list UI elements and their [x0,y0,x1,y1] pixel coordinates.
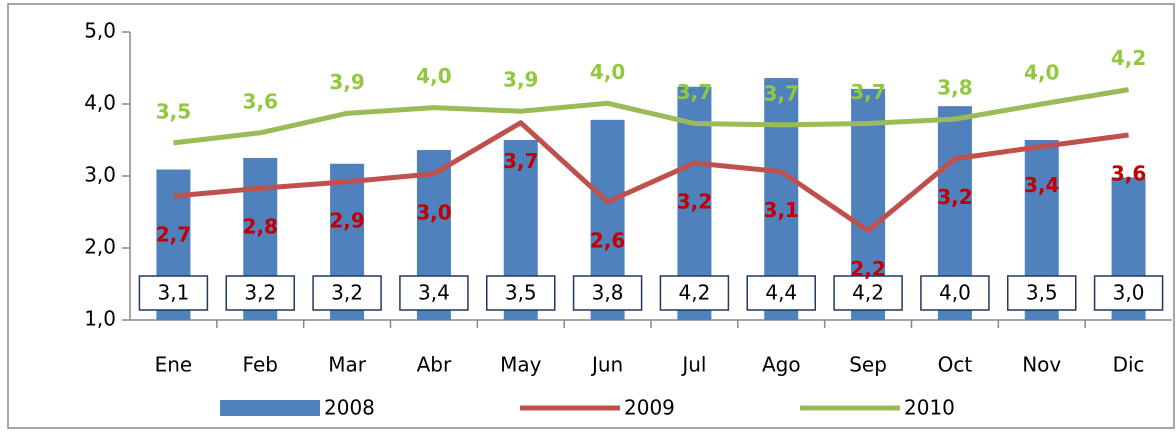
value-label-box [312,275,382,311]
value-label: 4,0 [590,60,625,84]
value-label-box [486,275,556,311]
x-tick-label: Ene [155,353,193,377]
x-tick-label: Feb [243,353,278,377]
x-tick-label: Abr [417,353,452,377]
x-tick-label: Jun [590,353,623,377]
y-tick-label: 4,0 [84,91,116,115]
value-label-box [138,275,209,311]
value-label: 2,2 [850,257,885,281]
value-label-box [833,275,903,311]
value-label: 4,2 [1111,46,1146,70]
y-tick-label: 1,0 [84,307,116,331]
line [173,87,1129,146]
value-label: 4,2 [679,281,711,305]
x-tick-label: Mar [328,353,367,377]
legend-swatch [220,400,320,416]
value-label: 3,2 [937,185,972,209]
value-label: 2,8 [243,215,278,239]
value-label: 3,8 [592,281,624,305]
value-label: 3,5 [505,281,537,305]
value-label: 4,0 [416,64,451,88]
value-label: 4,0 [1024,61,1059,85]
value-label: 3,0 [416,200,451,224]
value-label-box [659,275,730,311]
x-tick-label: Jul [680,353,706,377]
value-label: 3,9 [329,70,364,94]
y-tick-label: 3,0 [84,163,116,187]
value-label: 3,2 [677,190,712,214]
value-label: 4,4 [765,281,797,305]
x-tick-label: Oct [938,353,973,377]
value-label: 3,0 [1113,281,1145,305]
value-label-box [1093,275,1164,311]
value-label: 3,8 [937,76,972,100]
value-label: 3,4 [418,281,450,305]
legend-label: 2008 [324,396,375,420]
value-label: 3,7 [764,81,799,105]
value-label: 4,2 [852,281,884,305]
value-label: 3,6 [243,89,278,113]
value-label: 3,6 [1111,161,1146,185]
value-label: 3,7 [850,80,885,104]
value-label-box [572,275,643,311]
value-label: 2,6 [590,228,625,252]
x-tick-label: May [500,353,542,377]
value-label: 2,7 [156,223,191,247]
line [173,120,1129,234]
value-label: 4,0 [939,281,971,305]
x-tick-label: Ago [762,353,801,377]
value-label: 2,9 [329,208,364,232]
legend-label: 2010 [904,396,955,420]
value-label: 3,9 [503,68,538,92]
x-tick-label: Nov [1022,353,1061,377]
y-tick-label: 5,0 [84,19,116,43]
value-label: 3,5 [156,99,191,123]
value-label-box [225,275,295,311]
value-label: 3,1 [764,198,799,222]
value-label: 3,5 [1026,281,1058,305]
value-label-box [1007,275,1077,311]
y-tick-label: 2,0 [84,235,116,259]
value-label-box [920,275,990,311]
value-label: 3,4 [1024,173,1059,197]
value-label: 3,1 [158,281,190,305]
value-label: 3,2 [331,281,363,305]
value-label-box [399,275,469,311]
value-label-box [746,275,816,311]
legend-label: 2009 [624,396,675,420]
value-label: 3,7 [677,80,712,104]
x-tick-label: Sep [849,353,887,377]
value-label: 3,2 [244,281,276,305]
x-tick-label: Dic [1113,353,1145,377]
value-label: 3,7 [503,149,538,173]
